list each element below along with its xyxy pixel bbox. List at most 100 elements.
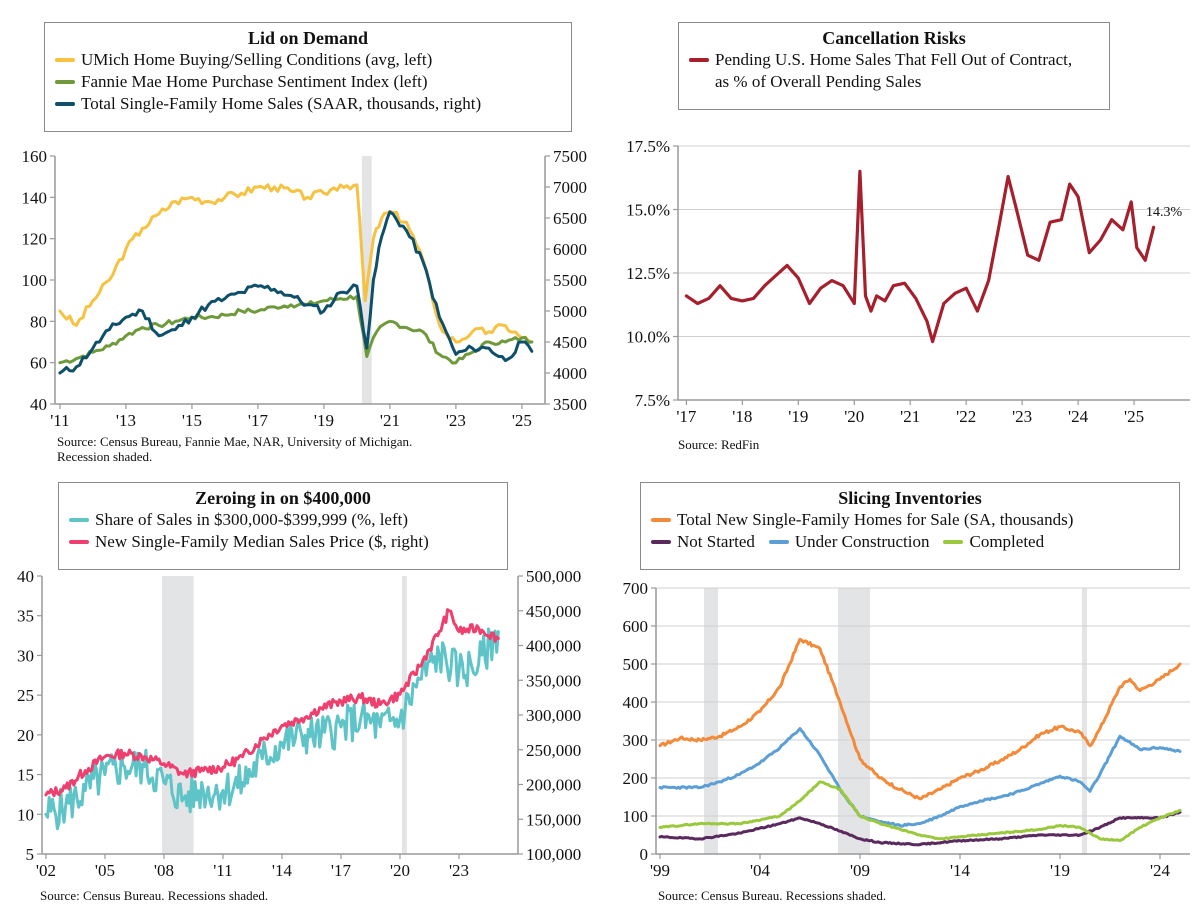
legend-swatch-under-construction	[768, 540, 789, 544]
y-right-tick-label: 400,000	[526, 637, 581, 656]
chart-title-zero: Zeroing in on $400,000	[195, 488, 371, 508]
legend-cancel: Cancellation Risks Pending U.S. Home Sal…	[678, 22, 1110, 110]
legend-item-completed: Completed	[943, 531, 1044, 553]
x-tick-label: '17	[676, 407, 697, 426]
x-tick-label: '21	[380, 411, 400, 430]
y-left-tick-label: 7.5%	[635, 391, 670, 410]
legend-item-not-started: Not Started	[651, 531, 755, 553]
legend-item-total: Total New Single-Family Homes for Sale (…	[651, 509, 1169, 531]
legend-item-umich: UMich Home Buying/Selling Conditions (av…	[55, 49, 561, 71]
chart-title-cancel: Cancellation Risks	[822, 28, 966, 48]
y-left-tick-label: 20	[17, 726, 34, 745]
legend-swatch-pending	[689, 58, 709, 62]
y-left-tick-label: 15.0%	[626, 201, 670, 220]
chart-lid-on-demand: 40 60 80 100 120 140 160 3500 4000 4500 5000 5500 60…	[22, 147, 588, 430]
series-line-1	[658, 637, 1182, 801]
y-left-tick-label: 25	[17, 686, 34, 705]
y-left-tick-label: 15	[17, 766, 34, 785]
series-line-3	[58, 210, 534, 375]
x-tick-label: '18	[732, 407, 752, 426]
legend-label-umich: UMich Home Buying/Selling Conditions (av…	[81, 50, 433, 69]
y-left-tick-label: 140	[22, 188, 48, 207]
y-right-tick-label: 6000	[553, 240, 587, 259]
legend-label-under-construction: Under Construction	[794, 532, 930, 551]
x-tick-label: '25	[1124, 407, 1144, 426]
y-right-tick-label: 3500	[553, 395, 587, 414]
y-left-tick-label: 5	[26, 845, 35, 864]
y-left-tick-label: 300	[623, 731, 649, 750]
chart-zeroing-in: 5 10 15 20 25 30 35 40 100,000 150,000 200,000 250,…	[17, 567, 581, 880]
y-left-tick-label: 600	[623, 617, 649, 636]
y-left-tick-label: 100	[22, 271, 48, 290]
x-tick-label: '24	[1150, 861, 1171, 880]
legend-swatch-completed	[943, 540, 964, 544]
x-tick-label: '99	[650, 861, 670, 880]
x-tick-label: '19	[1050, 861, 1070, 880]
panel-cancellation-risks: 7.5% 10.0% 12.5% 15.0% 17.5% '17 '18 '19 '20 '21 '…	[600, 0, 1200, 470]
y-left-tick-label: 40	[30, 395, 47, 414]
y-right-tick-label: 250,000	[526, 741, 581, 760]
x-tick-label: '20	[844, 407, 864, 426]
x-tick-label: '19	[788, 407, 808, 426]
x-tick-label: '08	[154, 861, 174, 880]
series-line-3	[658, 727, 1182, 828]
x-tick-label: '14	[950, 861, 971, 880]
legend-label-total: Total New Single-Family Homes for Sale (…	[677, 510, 1074, 529]
legend-label-not-started: Not Started	[677, 532, 755, 551]
y-left-tick-label: 80	[30, 312, 47, 331]
y-right-tick-label: 150,000	[526, 810, 581, 829]
series-line-2	[44, 608, 500, 798]
legend-item-share: Share of Sales in $300,000-$399,999 (%, …	[69, 509, 497, 531]
x-tick-label: '24	[1068, 407, 1089, 426]
chart-cancellation-risks: 7.5% 10.0% 12.5% 15.0% 17.5% '17 '18 '19 '20 '21 '…	[626, 137, 1190, 426]
y-left-tick-label: 35	[17, 607, 34, 626]
legend-row-components: Not Started Under Construction Completed	[651, 531, 1169, 553]
x-tick-label: '23	[446, 411, 466, 430]
legend-item-median: New Single-Family Median Sales Price ($,…	[69, 531, 497, 553]
annotation-14-3-percent: 14.3%	[1146, 205, 1183, 220]
y-left-tick-label: 0	[640, 845, 649, 864]
y-right-tick-label: 4500	[553, 333, 587, 352]
legend-swatch-share	[69, 518, 89, 522]
series-line-4	[658, 780, 1182, 843]
legend-label-pending: Pending U.S. Home Sales That Fell Out of…	[715, 50, 1073, 91]
y-left-tick-label: 12.5%	[626, 264, 670, 283]
legend-swatch-sales	[55, 102, 75, 106]
y-left-tick-label: 30	[17, 646, 34, 665]
legend-item-under-construction: Under Construction	[768, 531, 930, 553]
legend-label-completed: Completed	[969, 532, 1045, 551]
y-left-tick-label: 400	[623, 693, 649, 712]
legend-item-fannie: Fannie Mae Home Purchase Sentiment Index…	[55, 71, 561, 93]
x-tick-label: '05	[95, 861, 115, 880]
recession-shade-1	[838, 588, 870, 854]
legend-label-share: Share of Sales in $300,000-$399,999 (%, …	[95, 510, 409, 529]
x-tick-label: '17	[248, 411, 269, 430]
legend-zero: Zeroing in on $400,000 Share of Sales in…	[58, 482, 508, 570]
y-left-tick-label: 700	[623, 579, 649, 598]
y-right-tick-label: 100,000	[526, 845, 581, 864]
legend-label-sales: Total Single-Family Home Sales (SAAR, th…	[81, 94, 482, 113]
panel-zeroing-in: 5 10 15 20 25 30 35 40 100,000 150,000 200,000 250,…	[0, 470, 600, 916]
legend-item-pending: Pending U.S. Home Sales That Fell Out of…	[689, 49, 1099, 93]
y-right-tick-label: 300,000	[526, 706, 581, 725]
x-tick-label: '15	[182, 411, 202, 430]
x-tick-label: '22	[956, 407, 976, 426]
x-tick-label: '14	[272, 861, 293, 880]
x-tick-label: '09	[850, 861, 870, 880]
x-tick-label: '13	[116, 411, 136, 430]
series-line-1	[684, 169, 1156, 344]
series-line-2	[58, 294, 534, 365]
x-tick-label: '23	[1012, 407, 1032, 426]
panel-slicing-inventories: 0 100 200 300 400 500 600 700 '99 '04 '09 '14 '19 '24…	[600, 470, 1200, 916]
chart-title-lid: Lid on Demand	[247, 28, 369, 48]
y-right-tick-label: 6500	[553, 209, 587, 228]
y-right-tick-label: 7500	[553, 147, 587, 166]
recession-shade-0	[704, 588, 718, 854]
y-right-tick-label: 4000	[553, 364, 587, 383]
y-left-tick-label: 200	[623, 769, 649, 788]
x-tick-label: '19	[314, 411, 334, 430]
source-inv: Source: Census Bureau. Recessions shaded…	[658, 888, 887, 903]
x-tick-label: '11	[50, 411, 69, 430]
legend-item-sales: Total Single-Family Home Sales (SAAR, th…	[55, 93, 561, 115]
chart-slicing-inventories: 0 100 200 300 400 500 600 700 '99 '04 '09 '14 '19 '24	[623, 579, 1190, 880]
